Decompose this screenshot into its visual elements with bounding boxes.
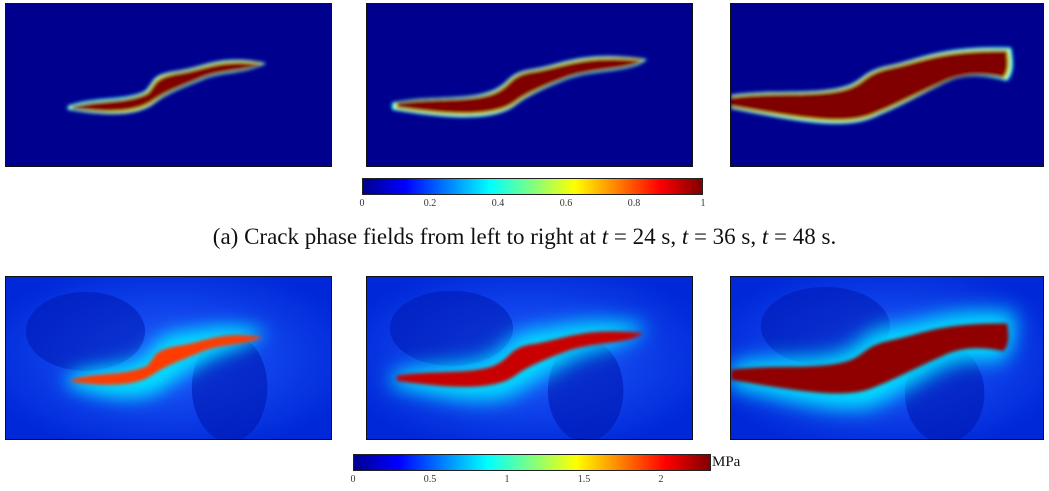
crack-region — [731, 47, 1014, 124]
caption-text: = 48 s. — [768, 224, 837, 249]
stress-colorbar — [353, 454, 711, 471]
stress-field-plot — [731, 277, 1043, 439]
colorbar-tick-label: 1 — [504, 474, 510, 485]
colorbar-tick-label: 2 — [658, 474, 664, 485]
phase-field-panel-t36 — [366, 3, 693, 167]
crack-region — [396, 331, 644, 387]
stress-field-panel-t36 — [366, 276, 693, 440]
inclusion-shadow — [25, 291, 146, 371]
phase-field-colorbar — [362, 178, 703, 195]
stress-field-plot — [367, 277, 692, 439]
colorbar-tick-label: 1 — [700, 198, 706, 209]
crack-region — [71, 335, 263, 385]
caption-a: (a) Crack phase fields from left to righ… — [0, 224, 1049, 250]
crack-region — [731, 323, 1009, 394]
phase-field-panel-t48 — [730, 3, 1044, 167]
colorbar-tick-label: 0.5 — [423, 474, 437, 485]
caption-text: (a) Crack phase fields from left to righ… — [212, 224, 602, 249]
time-variable: t — [601, 224, 609, 249]
colorbar-tick-label: 0.4 — [491, 198, 505, 209]
caption-text: = 24 s, — [608, 224, 682, 249]
phase-field-plot — [731, 4, 1043, 166]
colorbar-tick-label: 0.8 — [627, 198, 641, 209]
colorbar-tick-label: 0 — [350, 474, 356, 485]
stress-field-panel-t48 — [730, 276, 1044, 440]
colorbar-tick-label: 1.5 — [577, 474, 591, 485]
crack-region — [67, 59, 267, 115]
phase-field-plot — [367, 4, 692, 166]
crack-region — [391, 56, 648, 118]
stress-field-plot — [6, 277, 331, 439]
inclusion-shadow — [191, 333, 268, 439]
time-variable: t — [761, 224, 769, 249]
colorbar-tick-label: 0 — [359, 198, 365, 209]
time-variable: t — [681, 224, 689, 249]
colorbar-tick-label: 0.2 — [423, 198, 437, 209]
phase-field-plot — [6, 4, 331, 166]
caption-text: = 36 s, — [688, 224, 762, 249]
phase-field-panel-t24 — [5, 3, 332, 167]
colorbar-tick-label: 0.6 — [559, 198, 573, 209]
stress-field-panel-t24 — [5, 276, 332, 440]
inclusion-shadow — [547, 339, 624, 439]
stress-unit-label: MPa — [712, 454, 741, 470]
inclusion-shadow — [389, 290, 514, 366]
